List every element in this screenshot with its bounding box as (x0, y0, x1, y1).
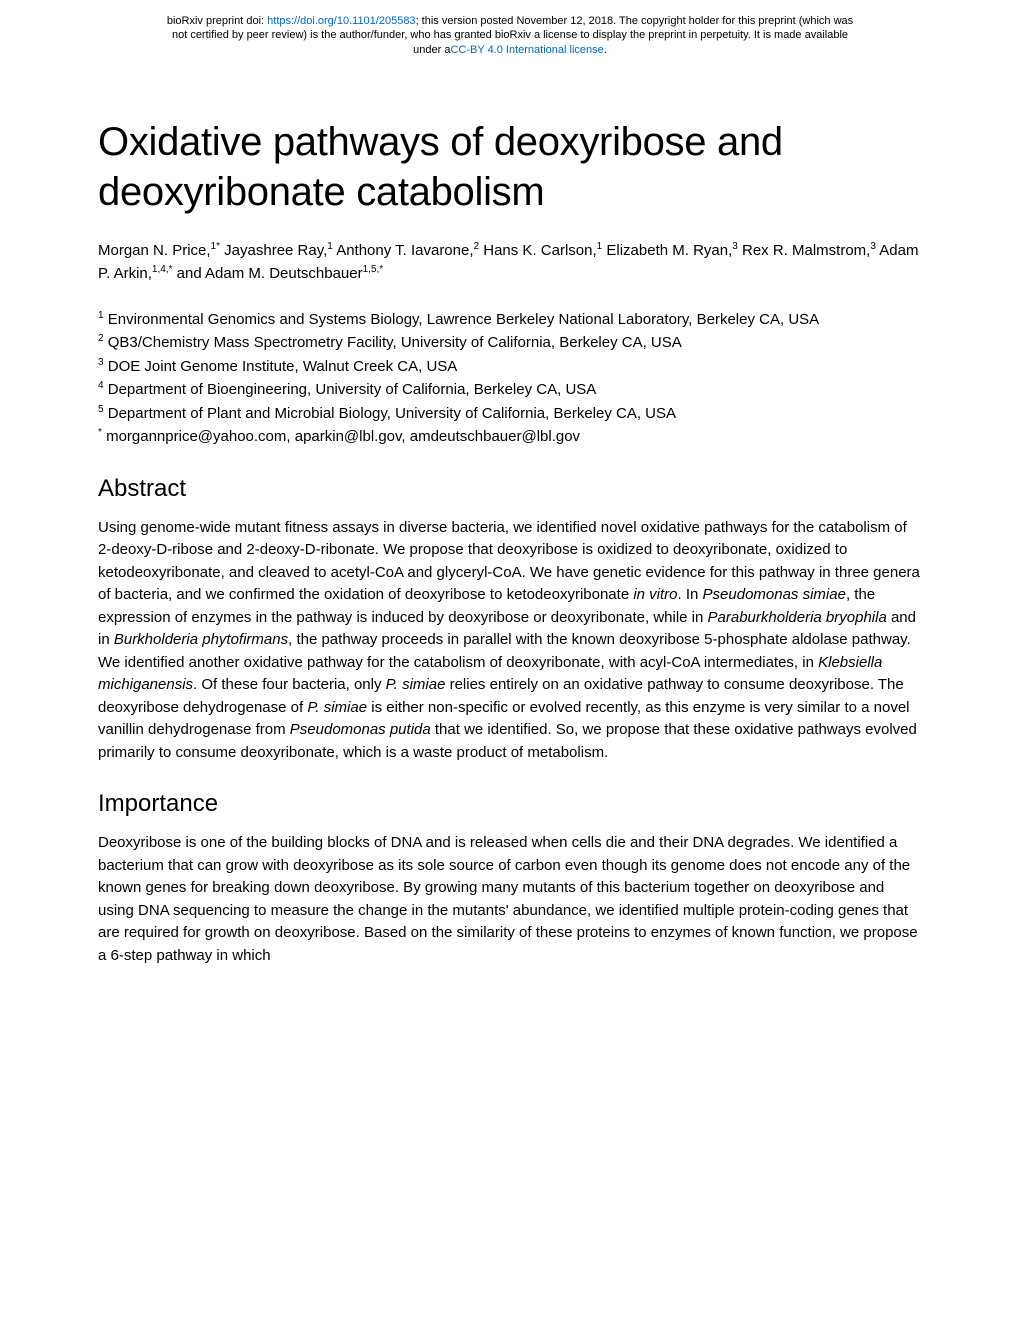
aff-text-1: Environmental Genomics and Systems Biolo… (104, 311, 820, 328)
paper-title: Oxidative pathways of deoxyribose and de… (98, 117, 922, 217)
preprint-header: bioRxiv preprint doi: https://doi.org/10… (0, 0, 1020, 57)
author-2-aff: 1 (327, 241, 333, 252)
aff-text-6: morgannprice@yahoo.com, aparkin@lbl.gov,… (102, 428, 580, 445)
abs-i8: Pseudomonas putida (290, 721, 431, 738)
preprint-line1-prefix: bioRxiv preprint doi: (167, 15, 267, 27)
importance-heading: Importance (98, 790, 922, 818)
aff-text-3: DOE Joint Genome Institute, Walnut Creek… (104, 358, 458, 375)
author-7-aff: 1,4,* (152, 264, 173, 275)
importance-body: Deoxyribose is one of the building block… (98, 832, 922, 967)
author-4-aff: 1 (597, 241, 603, 252)
abs-i3: Paraburkholderia bryophila (708, 609, 887, 626)
preprint-line3-prefix: under a (413, 44, 450, 56)
author-4: Hans K. Carlson, (483, 242, 596, 259)
preprint-line1-suffix: ; this version posted November 12, 2018.… (416, 15, 854, 27)
aff-text-2: QB3/Chemistry Mass Spectrometry Facility… (104, 334, 682, 351)
author-5-aff: 3 (732, 241, 738, 252)
preprint-line3-suffix: . (604, 44, 607, 56)
author-8: and Adam M. Deutschbauer (177, 265, 363, 282)
aff-text-4: Department of Bioengineering, University… (104, 381, 597, 398)
abs-i1: in vitro (633, 586, 677, 603)
abstract-heading: Abstract (98, 475, 922, 503)
abs-i7: P. simiae (307, 699, 367, 716)
author-3: Anthony T. Iavarone, (336, 242, 473, 259)
affiliation-5: 5 Department of Plant and Microbial Biol… (98, 402, 922, 426)
author-3-aff: 2 (474, 241, 480, 252)
affiliation-6: * morgannprice@yahoo.com, aparkin@lbl.go… (98, 425, 922, 449)
author-6: Rex R. Malmstrom, (742, 242, 870, 259)
doi-link[interactable]: https://doi.org/10.1101/205583 (267, 15, 415, 27)
affiliations-block: 1 Environmental Genomics and Systems Bio… (98, 308, 922, 449)
author-1-aff: 1* (211, 241, 220, 252)
page-content: Oxidative pathways of deoxyribose and de… (0, 57, 1020, 968)
abs-i6: P. simiae (386, 676, 446, 693)
abs-i4: Burkholderia phytofirmans (114, 631, 288, 648)
abs-p1b: . In (678, 586, 703, 603)
author-1: Morgan N. Price, (98, 242, 211, 259)
author-2: Jayashree Ray, (224, 242, 327, 259)
abstract-body: Using genome-wide mutant fitness assays … (98, 517, 922, 765)
aff-text-5: Department of Plant and Microbial Biolog… (104, 405, 676, 422)
license-link[interactable]: CC-BY 4.0 International license (450, 44, 603, 56)
authors-line: Morgan N. Price,1* Jayashree Ray,1 Antho… (98, 239, 922, 286)
affiliation-2: 2 QB3/Chemistry Mass Spectrometry Facili… (98, 331, 922, 355)
affiliation-3: 3 DOE Joint Genome Institute, Walnut Cre… (98, 355, 922, 379)
preprint-line2: not certified by peer review) is the aut… (172, 29, 848, 41)
affiliation-1: 1 Environmental Genomics and Systems Bio… (98, 308, 922, 332)
author-5: Elizabeth M. Ryan, (606, 242, 732, 259)
abs-i2: Pseudomonas simiae (703, 586, 846, 603)
author-8-aff: 1,5,* (363, 264, 384, 275)
affiliation-4: 4 Department of Bioengineering, Universi… (98, 378, 922, 402)
abs-p1f: . Of these four bacteria, only (193, 676, 386, 693)
author-6-aff: 3 (870, 241, 876, 252)
